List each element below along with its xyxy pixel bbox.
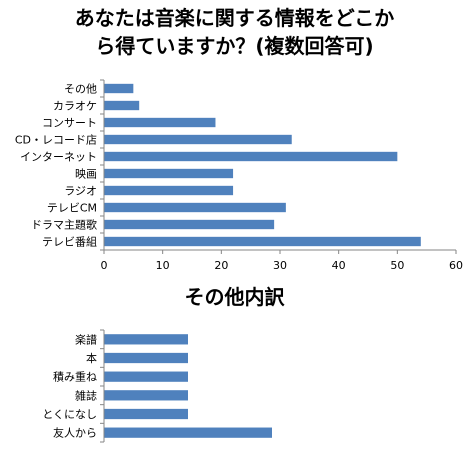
bar — [104, 100, 140, 111]
value-tick-label: 0 — [101, 259, 108, 272]
category-label: テレビCM — [47, 202, 97, 215]
bar — [104, 427, 272, 438]
bar — [104, 117, 216, 128]
category-label: 積み重ね — [53, 370, 97, 384]
bar — [104, 408, 188, 420]
category-label: 楽譜 — [75, 332, 97, 346]
value-tick-label: 10 — [156, 259, 170, 272]
subchart-title: その他内訳 — [184, 285, 285, 309]
chart-title-line-2: ら得ていますか？(複数回答可) — [95, 34, 374, 58]
value-tick-label: 20 — [214, 259, 228, 272]
category-label: ドラマ主題歌 — [31, 218, 97, 232]
chart-title: あなたは音楽に関する情報をどこか ら得ていますか？(複数回答可) — [0, 4, 469, 60]
value-tick-label: 60 — [449, 259, 463, 272]
category-label: 友人から — [53, 426, 97, 440]
chart-title-line-1: あなたは音楽に関する情報をどこか — [74, 6, 395, 30]
category-label: とくになし — [42, 408, 97, 421]
category-label: コンサート — [42, 117, 97, 130]
category-label: CD・レコード店 — [15, 133, 97, 147]
bar — [104, 352, 188, 364]
bar — [104, 390, 188, 401]
bar — [104, 168, 234, 179]
bar — [104, 219, 275, 230]
category-label: 雑誌 — [75, 388, 97, 402]
value-tick-label: 50 — [390, 259, 404, 272]
bar — [104, 185, 234, 196]
bar — [104, 134, 292, 145]
value-tick-label: 40 — [332, 259, 346, 272]
category-label: 本 — [86, 351, 97, 365]
category-label: その他 — [64, 83, 97, 96]
category-label: カラオケ — [53, 100, 97, 113]
category-label: インターネット — [20, 151, 97, 164]
bar — [104, 236, 421, 247]
bar — [104, 202, 286, 213]
bar — [104, 371, 188, 382]
category-label: ラジオ — [64, 185, 97, 198]
category-label: テレビ番組 — [42, 236, 97, 249]
category-label: 映画 — [75, 168, 97, 181]
bar — [104, 151, 398, 162]
bar — [104, 334, 188, 345]
bar — [104, 83, 134, 94]
value-tick-label: 30 — [273, 259, 287, 272]
